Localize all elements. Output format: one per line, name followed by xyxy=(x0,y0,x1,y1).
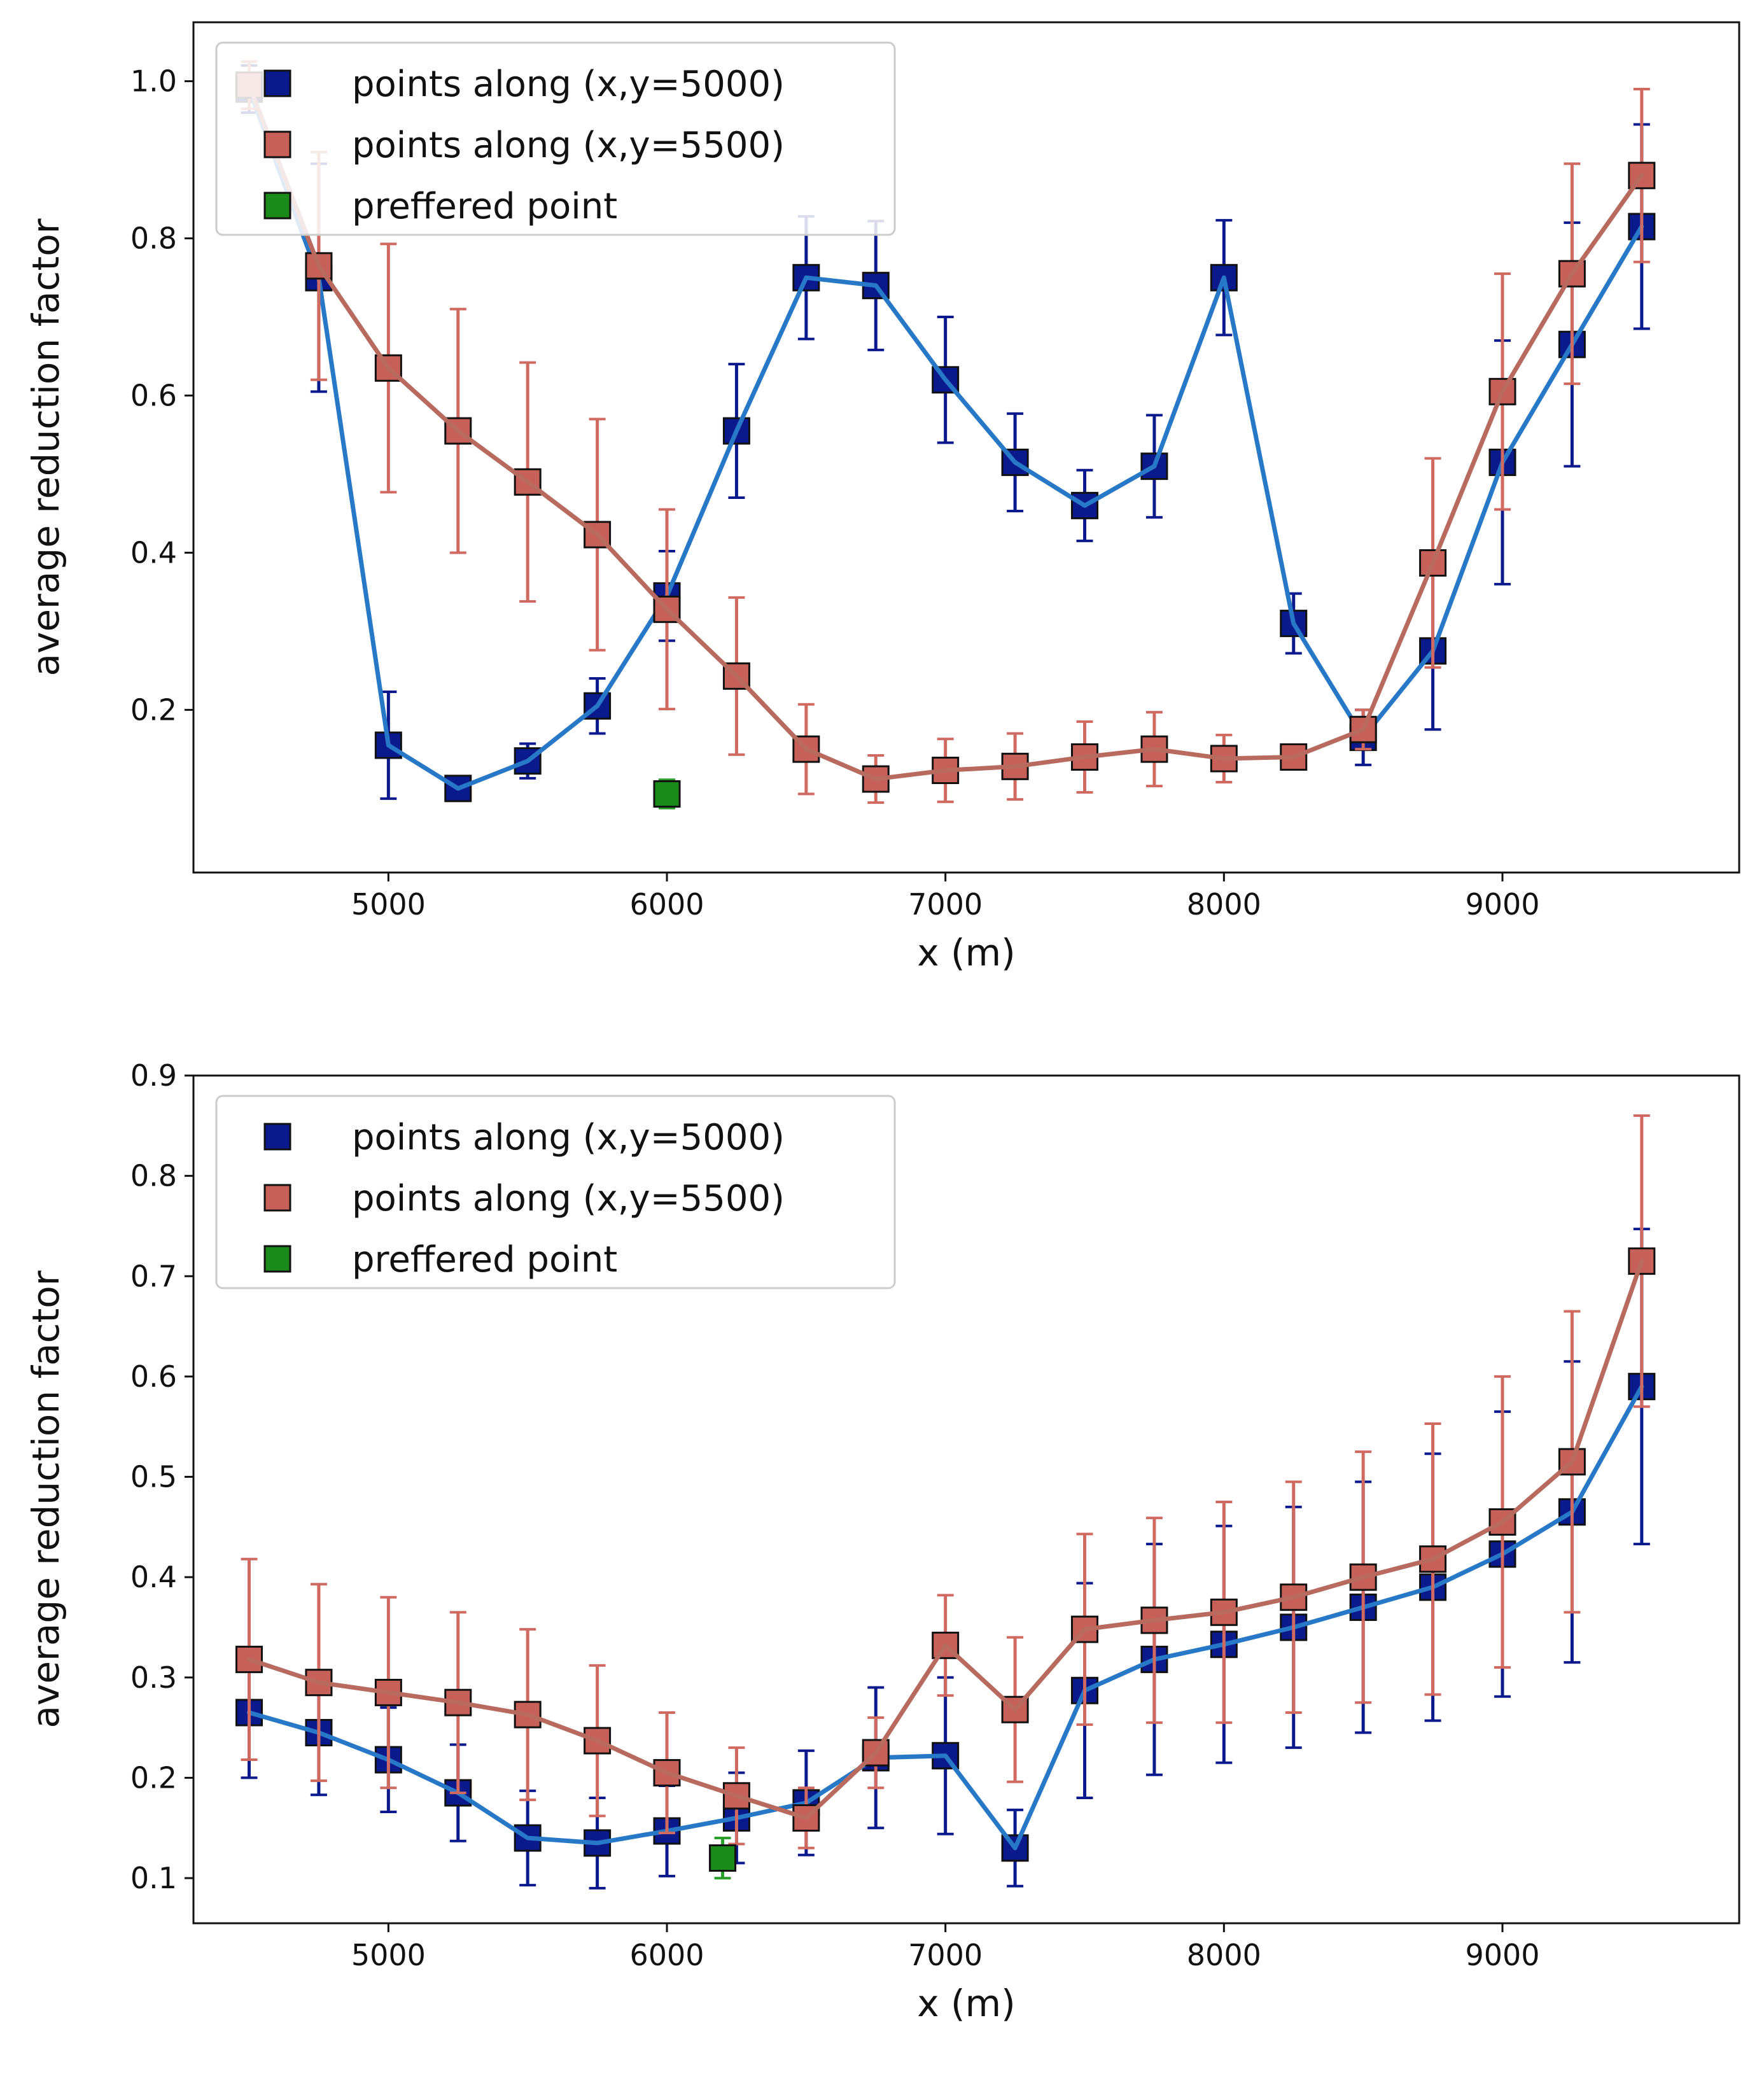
axes-frame xyxy=(192,1074,1740,1925)
legend-marker xyxy=(263,130,291,158)
y-tick-label: 0.8 xyxy=(130,221,177,256)
x-tick-label: 5000 xyxy=(351,1938,426,1972)
legend-label: preffered point xyxy=(352,186,617,227)
y-tick-label: 0.4 xyxy=(130,535,177,570)
x-axis-label: x (m) xyxy=(917,931,1016,974)
x-tick-label: 9000 xyxy=(1465,1938,1539,1972)
x-tick-label: 6000 xyxy=(629,1938,704,1972)
legend-label: points along (x,y=5000) xyxy=(352,1117,785,1158)
y-tick-label: 0.1 xyxy=(130,1861,177,1895)
x-tick-label: 6000 xyxy=(629,887,704,922)
series-line xyxy=(247,83,1644,782)
legend-label: points along (x,y=5500) xyxy=(352,1178,785,1219)
data-point xyxy=(1558,260,1586,288)
legend-marker xyxy=(263,69,291,97)
legend-box xyxy=(215,41,896,236)
y-tick-label: 0.9 xyxy=(130,1058,177,1093)
series-2 xyxy=(235,1114,1656,1849)
legend-marker xyxy=(263,192,291,220)
x-tick-label: 5000 xyxy=(351,887,426,922)
x-tick-label: 8000 xyxy=(1187,887,1261,922)
y-tick-label: 0.2 xyxy=(130,1760,177,1795)
data-point xyxy=(709,1844,737,1872)
charts: 5000 6000 7000 8000 9000 0.2 0.4 0.6 0.8 1.0 x (m)… xyxy=(24,21,1740,2025)
legend-label: preffered point xyxy=(352,1239,617,1280)
legend-marker xyxy=(263,1123,291,1151)
series-line xyxy=(247,1259,1644,1820)
legend: points along (x,y=5000) points along (x,y… xyxy=(215,41,896,236)
y-tick-label: 0.5 xyxy=(130,1460,177,1494)
data-point xyxy=(653,780,681,808)
y-tick-label: 1.0 xyxy=(130,64,177,99)
y-tick-label: 0.3 xyxy=(130,1660,177,1695)
y-tick-label: 0.2 xyxy=(130,692,177,727)
series-3 xyxy=(709,1837,737,1880)
data-point xyxy=(1349,715,1377,743)
x-axis-label: x (m) xyxy=(917,1982,1016,2025)
y-axis-label: average reduction factor xyxy=(24,218,67,676)
x-tick-label: 8000 xyxy=(1187,1938,1261,1972)
y-tick-label: 0.7 xyxy=(130,1259,177,1293)
chart-panel-2: 5000 6000 7000 8000 9000 0.1 0.2 0.3 0.4 0.5 0.6 0.… xyxy=(24,1058,1740,2025)
series-line xyxy=(247,1384,1644,1851)
axes-frame xyxy=(192,21,1740,874)
legend-box xyxy=(215,1095,896,1289)
x-tick-label: 7000 xyxy=(908,1938,983,1972)
chart-panel-1: 5000 6000 7000 8000 9000 0.2 0.4 0.6 0.8 1.0 x (m)… xyxy=(24,21,1740,974)
y-tick-label: 0.8 xyxy=(130,1159,177,1193)
legend-marker xyxy=(263,1245,291,1273)
series-2 xyxy=(235,60,1656,804)
legend-label: points along (x,y=5500) xyxy=(352,125,785,166)
x-tick-label: 9000 xyxy=(1465,887,1539,922)
y-tick-label: 0.6 xyxy=(130,379,177,413)
x-tick-label: 7000 xyxy=(908,887,983,922)
data-point xyxy=(1280,610,1308,638)
series-line xyxy=(247,87,1644,791)
legend: points along (x,y=5000) points along (x,y… xyxy=(215,1095,896,1289)
y-tick-label: 0.4 xyxy=(130,1560,177,1594)
series-3 xyxy=(653,778,681,810)
y-axis-label: average reduction factor xyxy=(24,1270,67,1728)
legend-marker xyxy=(263,1184,291,1212)
legend-label: points along (x,y=5000) xyxy=(352,64,785,105)
y-tick-label: 0.6 xyxy=(130,1359,177,1394)
